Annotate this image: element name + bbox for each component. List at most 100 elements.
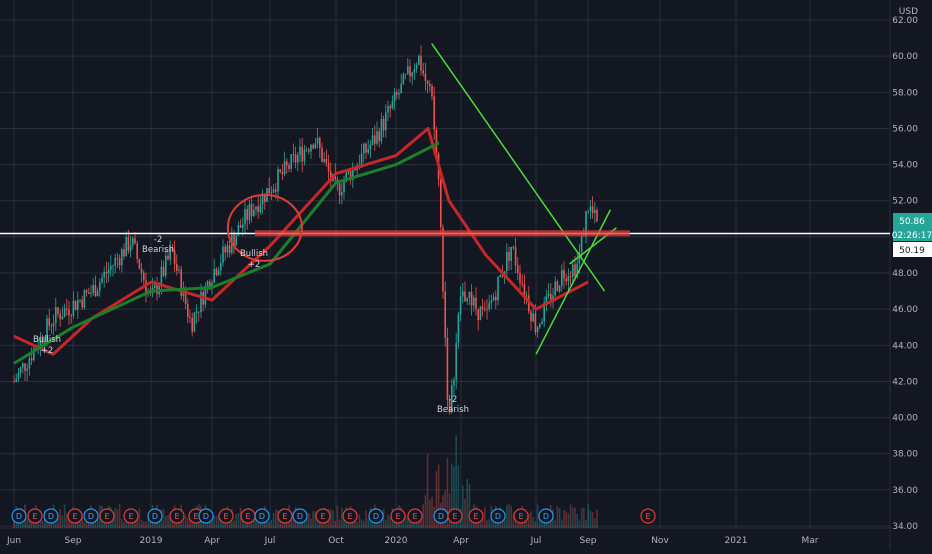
- volume-bar: [30, 517, 33, 528]
- volume-bar: [530, 511, 532, 528]
- volume-bar: [479, 518, 482, 528]
- candle-body: [327, 162, 330, 172]
- candle-body: [380, 118, 383, 142]
- volume-bar: [558, 508, 561, 528]
- volume-bar: [266, 518, 268, 528]
- event-marker-letter: E: [518, 512, 523, 521]
- volume-bar: [431, 496, 433, 528]
- candle-body: [578, 252, 581, 264]
- candle-body: [88, 292, 90, 294]
- candle-body: [215, 268, 218, 275]
- volume-bar: [235, 513, 237, 528]
- volume-bar: [453, 466, 455, 528]
- candle-body: [160, 266, 163, 286]
- candle-body: [422, 70, 424, 74]
- candle-body: [114, 257, 116, 266]
- time-tick-label: Apr: [204, 536, 220, 546]
- volume-bar: [292, 518, 295, 528]
- candle-body: [281, 172, 284, 174]
- volume-bar: [136, 512, 138, 528]
- candle-body: [387, 106, 389, 113]
- volume-bar: [255, 517, 257, 528]
- event-marker-letter: D: [543, 512, 549, 521]
- volume-bar: [321, 519, 323, 528]
- volume-bar: [228, 517, 231, 528]
- candle-body: [305, 149, 308, 151]
- candle-body: [96, 290, 99, 297]
- candle-body: [479, 306, 482, 321]
- event-marker-letter: D: [259, 512, 265, 521]
- candle-body: [539, 323, 541, 328]
- candle-body: [398, 93, 400, 95]
- candle-body: [418, 55, 420, 65]
- candle-body: [132, 238, 134, 246]
- candle-body: [44, 341, 46, 344]
- candle-body: [206, 281, 209, 287]
- volume-bar: [332, 510, 334, 528]
- earnings-icon: [99, 508, 115, 524]
- event-marker-letter: D: [495, 512, 501, 521]
- volume-bar: [435, 470, 438, 528]
- volume-bar: [314, 511, 317, 528]
- candle-body: [72, 300, 75, 316]
- volume-bar: [451, 463, 453, 528]
- candle-body: [26, 368, 28, 371]
- candle-body: [90, 292, 92, 294]
- candle-body: [530, 311, 532, 322]
- candle-body: [501, 275, 504, 277]
- candle-body: [74, 300, 77, 310]
- candle-body: [352, 167, 354, 181]
- event-marker-letter: D: [48, 512, 54, 521]
- volume-bar: [404, 516, 407, 528]
- volume-bar: [59, 508, 61, 528]
- volume-bar: [85, 520, 88, 528]
- volume-bar: [437, 464, 440, 528]
- event-marker-letter: E: [412, 512, 417, 521]
- time-tick-label: Sep: [580, 536, 597, 546]
- candle-body: [316, 137, 319, 144]
- volume-bar: [28, 516, 31, 528]
- time-tick-label: Nov: [651, 536, 669, 546]
- event-marker-letter: E: [320, 512, 325, 521]
- candle-body: [28, 358, 31, 369]
- price-axis[interactable]: 34.00 36.00 38.00 40.00 42.00 44.00 46.00 48.00…: [892, 16, 918, 532]
- candle-body: [79, 299, 81, 301]
- volume-bar: [233, 520, 235, 528]
- volume-bar: [162, 509, 165, 528]
- volume-bar: [138, 508, 141, 528]
- volume-bar: [534, 521, 537, 528]
- volume-bar: [165, 515, 167, 528]
- volume-bar: [503, 517, 506, 528]
- candle-body: [506, 251, 508, 272]
- price-tick-label: 62.00: [892, 16, 918, 26]
- earnings-icon: [277, 508, 293, 524]
- price-tick-label: 48.00: [892, 269, 918, 279]
- earnings-icon: [390, 508, 406, 524]
- candle-body: [127, 236, 130, 251]
- candle-body: [292, 154, 295, 155]
- candle-body: [475, 297, 477, 310]
- candle-body: [176, 263, 178, 271]
- candle-body: [389, 106, 391, 109]
- volume-bar: [488, 519, 490, 528]
- event-marker-letter: D: [297, 512, 303, 521]
- candle-body: [319, 137, 321, 149]
- signal-score: +2: [248, 260, 261, 270]
- candle-body: [391, 101, 394, 109]
- time-tick-label: Jun: [6, 536, 21, 546]
- candle-body: [550, 293, 552, 303]
- volume-bar: [358, 514, 361, 528]
- candle-body: [297, 155, 299, 163]
- candle-body: [244, 209, 246, 225]
- volume-bar: [202, 520, 204, 528]
- candle-body: [409, 66, 411, 77]
- dividend-icon: [490, 508, 506, 524]
- candle-body: [288, 165, 290, 169]
- volume-bar: [237, 513, 240, 528]
- time-axis[interactable]: Jun Sep 2019 Apr Jul Oct 2020 Apr Jul Sep Nov 2021 M…: [6, 536, 819, 546]
- volume-bar: [589, 510, 592, 528]
